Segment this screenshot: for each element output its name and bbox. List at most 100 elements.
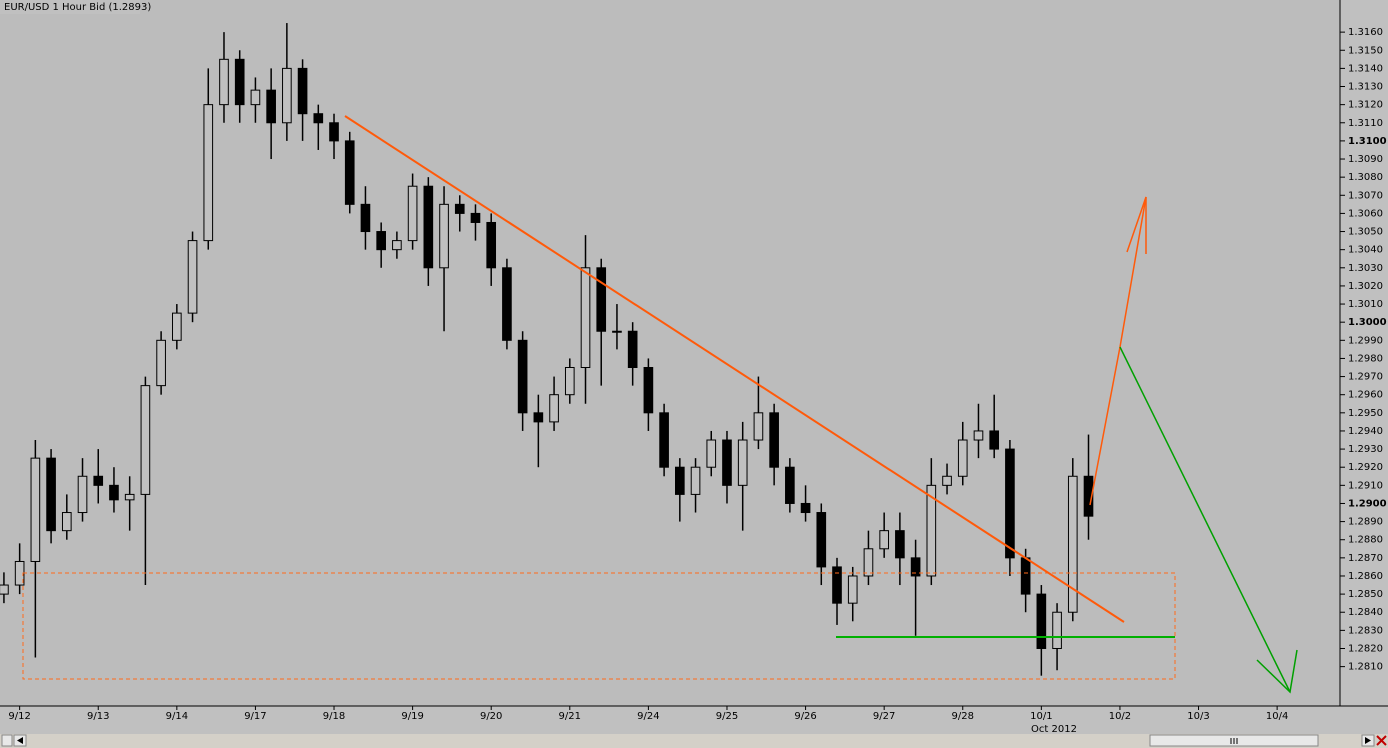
y-tick-label: 1.2860 — [1348, 571, 1383, 582]
x-axis-label: Oct 2012 — [1031, 724, 1077, 735]
candle-body — [973, 430, 984, 441]
y-tick-label: 1.3150 — [1348, 45, 1383, 56]
candle-body — [407, 185, 418, 242]
candle-body — [360, 203, 371, 233]
range-box — [22, 572, 1176, 680]
candle-body — [816, 512, 827, 568]
scroll-right-arrow — [1365, 737, 1371, 744]
x-tick-label: 9/13 — [87, 711, 109, 722]
candle-body — [753, 412, 764, 441]
close-icon[interactable] — [1376, 735, 1387, 746]
y-tick-label: 1.3040 — [1348, 245, 1383, 256]
candle-body — [690, 466, 701, 495]
y-tick-label: 1.3090 — [1348, 154, 1383, 165]
candle-body — [1005, 448, 1015, 559]
y-tick-label: 1.3020 — [1348, 281, 1383, 292]
candle-body — [1067, 475, 1078, 613]
candle-body — [942, 475, 952, 486]
candle-body — [187, 240, 198, 314]
candle-body — [1052, 611, 1062, 649]
plot-area — [0, 0, 1340, 706]
y-tick-label: 1.3140 — [1348, 63, 1383, 74]
x-tick-label: 9/12 — [8, 711, 30, 722]
candle-body — [769, 412, 779, 468]
trendline — [344, 115, 1125, 623]
y-tick-label: 1.3060 — [1348, 208, 1383, 219]
y-tick-label: 1.2900 — [1348, 498, 1387, 509]
y-tick-label: 1.2990 — [1348, 335, 1383, 346]
candle-body — [643, 367, 654, 414]
candle-body — [863, 548, 874, 577]
candle-body — [77, 475, 88, 514]
candle-body — [517, 339, 528, 414]
candle-body — [737, 439, 748, 486]
x-tick-label: 10/1 — [1030, 711, 1052, 722]
chart-title: EUR/USD 1 Hour Bid (1.2893) — [4, 2, 151, 13]
candle-body — [140, 385, 151, 495]
x-tick-label: 9/26 — [794, 711, 816, 722]
y-tick-label: 1.3160 — [1348, 27, 1383, 38]
x-tick-label: 10/4 — [1266, 711, 1288, 722]
candle-body — [156, 339, 166, 387]
candle-body — [564, 367, 575, 396]
candle-body — [486, 221, 497, 269]
y-tick-label: 1.3070 — [1348, 190, 1383, 201]
y-tick-label: 1.2870 — [1348, 553, 1383, 564]
candle-body — [957, 439, 968, 477]
candle-body — [926, 484, 937, 577]
y-tick-label: 1.2970 — [1348, 372, 1383, 383]
y-tick-label: 1.2830 — [1348, 625, 1383, 636]
candle-body — [847, 575, 858, 604]
candle-body — [172, 312, 182, 341]
candle-body — [46, 457, 56, 532]
y-tick-label: 1.3130 — [1348, 82, 1383, 93]
y-tick-label: 1.2960 — [1348, 390, 1383, 401]
candle-body — [297, 67, 308, 115]
candle-body — [675, 466, 685, 495]
y-tick-label: 1.2910 — [1348, 480, 1383, 491]
candle-body — [392, 240, 402, 251]
candle-body — [282, 67, 292, 124]
y-tick-label: 1.3050 — [1348, 227, 1383, 238]
down-arrow — [1119, 346, 1291, 693]
scrollbar — [0, 734, 1388, 748]
marks: 1.2810 1.2820 1.2830 1.2840 1.2850 1.2860 1.28… — [0, 23, 1387, 722]
y-tick-label: 1.3110 — [1348, 118, 1383, 129]
x-tick-label: 9/27 — [873, 711, 895, 722]
y-tick-label: 1.3010 — [1348, 299, 1383, 310]
candle-body — [580, 267, 591, 369]
candle-body — [124, 493, 135, 501]
scroll-left-arrow — [17, 737, 23, 744]
candle-body — [533, 412, 544, 423]
candle-body — [454, 203, 465, 214]
candle-body — [989, 430, 1000, 450]
y-tick-label: 1.2840 — [1348, 607, 1383, 618]
scrollbar-track — [0, 734, 1388, 748]
candle-body — [329, 122, 339, 142]
candle-body — [596, 267, 607, 332]
x-tick-label: 9/18 — [323, 711, 345, 722]
x-tick-label: 9/17 — [244, 711, 266, 722]
candle-body — [832, 566, 842, 604]
y-tick-label: 1.2890 — [1348, 517, 1383, 528]
candle-body — [1036, 593, 1047, 649]
y-tick-label: 1.2810 — [1348, 662, 1383, 673]
y-tick-label: 1.3120 — [1348, 100, 1383, 111]
candle-body — [879, 530, 889, 550]
candle-body — [910, 557, 921, 577]
title-box — [0, 0, 140, 14]
scroll-icon[interactable] — [1, 734, 13, 747]
down-arrow-head — [1256, 649, 1298, 694]
y-tick-label: 1.2880 — [1348, 535, 1383, 546]
candle-body — [30, 457, 41, 562]
candle-body — [219, 58, 229, 106]
x-tick-label: 10/2 — [1109, 711, 1131, 722]
candle-body — [549, 394, 559, 423]
candle-body — [627, 330, 638, 369]
candle-body — [423, 185, 434, 269]
candle-body — [800, 502, 811, 514]
candle-body — [313, 113, 324, 124]
x-tick-label: 9/19 — [401, 711, 423, 722]
